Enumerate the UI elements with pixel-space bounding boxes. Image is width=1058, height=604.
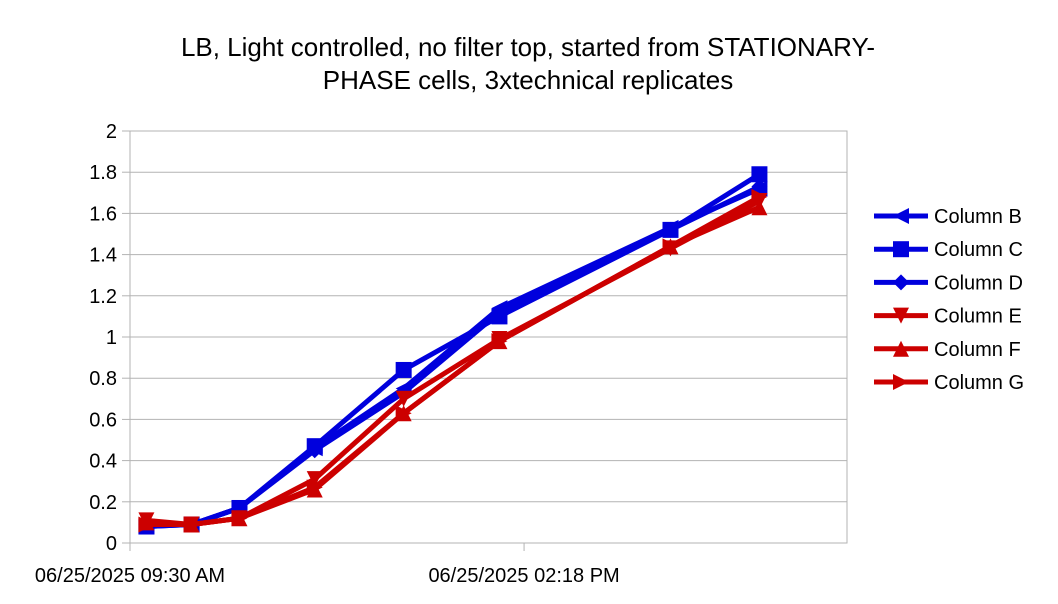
data-point (751, 199, 768, 216)
x-tick-label: 06/25/2025 09:30 AM (35, 565, 225, 587)
legend-label: Column B (934, 206, 1022, 228)
series-line (143, 194, 762, 527)
y-tick-label: 0 (106, 533, 117, 555)
legend-marker (893, 307, 909, 324)
y-tick-label: 1.4 (89, 245, 117, 267)
data-point (491, 333, 508, 350)
legend: Column B Column C Column D Column E Column F… (874, 206, 1024, 394)
legend-item: Column C (874, 239, 1023, 261)
legend-label: Column G (934, 372, 1024, 394)
legend-marker (893, 274, 909, 291)
data-point (395, 405, 412, 422)
legend-label: Column C (934, 239, 1023, 261)
y-tick-label: 0.2 (89, 492, 117, 514)
y-tick-label: 0.8 (89, 368, 117, 390)
legend-marker (893, 208, 909, 224)
y-tick-label: 2 (106, 121, 117, 143)
y-tick-label: 1.6 (89, 203, 117, 225)
legend-item: Column F (874, 339, 1021, 361)
data-point (662, 238, 679, 255)
data-point (183, 516, 200, 533)
data-point (306, 479, 323, 496)
legend-label: Column E (934, 306, 1022, 328)
legend-item: Column B (874, 206, 1022, 228)
legend-item: Column G (874, 372, 1024, 394)
chart-title-line-2: PHASE cells, 3xtechnical replicates (323, 65, 733, 95)
data-point (306, 442, 323, 459)
data-point (306, 471, 323, 488)
data-point (751, 178, 768, 195)
y-tick-label: 0.6 (89, 409, 117, 431)
legend-label: Column F (934, 339, 1021, 361)
legend-marker (893, 340, 909, 357)
plot-area: 0 0.2 0.4 0.6 0.8 1 1.2 1.4 1.6 1.8 2 06/25/2025 09… (35, 121, 848, 587)
chart-title-line-1: LB, Light controlled, no filter top, sta… (181, 32, 875, 62)
y-tick-label: 0.4 (89, 451, 117, 473)
data-point (395, 390, 412, 407)
data-point (751, 188, 768, 205)
data-point (395, 361, 412, 378)
data-point (491, 304, 508, 321)
y-tick-label: 1.2 (89, 286, 117, 308)
data-point (662, 221, 679, 238)
y-tick-label: 1 (106, 327, 117, 349)
legend-label: Column D (934, 272, 1023, 294)
series-line (143, 186, 762, 530)
data-point (751, 166, 768, 183)
legend-item: Column D (874, 272, 1023, 294)
data-point (138, 516, 155, 533)
x-tick-label: 06/25/2025 02:18 PM (428, 565, 619, 587)
legend-marker (893, 241, 909, 258)
legend-marker (893, 374, 909, 390)
y-tick-label: 1.8 (89, 162, 117, 184)
legend-item: Column E (874, 306, 1022, 328)
data-point (231, 510, 248, 527)
